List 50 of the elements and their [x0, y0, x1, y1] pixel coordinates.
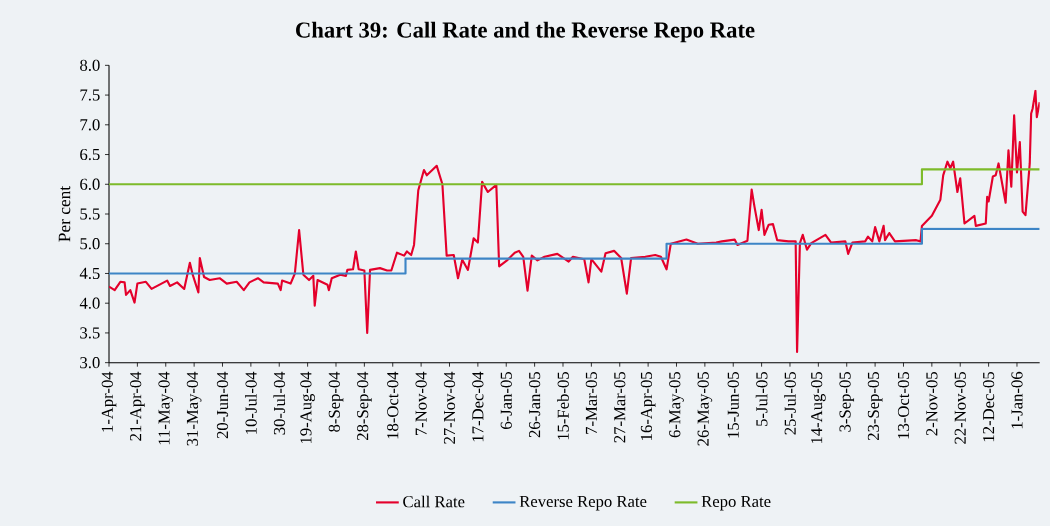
x-tick-label: 6-May-05	[669, 372, 684, 438]
y-tick-label: 6.0	[80, 178, 100, 190]
x-tick-label: 21-Apr-04	[130, 371, 145, 441]
x-tick-label: 16-Apr-05	[640, 372, 656, 440]
x-tick-label: 8-Sep-04	[328, 371, 344, 432]
x-tick-label: 7-Mar-05	[585, 372, 597, 434]
x-tick-label: 13-Oct-05	[897, 372, 910, 439]
x-tick-label: 30-Jul-04	[273, 371, 286, 435]
x-tick-label: 25-Jul-05	[784, 372, 796, 435]
y-tick-label: 5.5	[80, 208, 100, 220]
y-tick-label: 4.0	[79, 297, 100, 309]
y-tick-label: 4.5	[79, 267, 100, 280]
x-tick-label: 17-Dec-04	[472, 371, 484, 442]
legend-label: Reverse Repo Rate	[519, 495, 647, 511]
x-tick-label: 11-May-04	[158, 371, 174, 445]
legend-label: Call Rate	[403, 495, 465, 508]
legend-label: Repo Rate	[701, 495, 771, 511]
x-tick-label: 6-Jan-05	[500, 372, 512, 429]
x-tick-label: 10-Jul-04	[245, 371, 257, 434]
y-tick-label: 6.5	[80, 148, 100, 161]
chart-title: Chart 39: Call Rate and the Reverse Repo Rate	[296, 21, 755, 43]
x-tick-label: 15-Feb-05	[557, 372, 569, 440]
y-tick-label: 3.5	[80, 327, 100, 339]
x-tick-label: 15-Jun-05	[727, 372, 739, 438]
x-tick-label: 3-Sep-05	[839, 372, 855, 432]
x-tick-label: 26-May-05	[697, 372, 713, 446]
x-tick-label: 28-Sep-04	[357, 371, 372, 441]
x-tick-label: 18-Oct-04	[387, 371, 399, 439]
line-series	[109, 89, 1040, 354]
x-tick-label: 1-Apr-04	[101, 371, 117, 432]
x-tick-label: 5-Jul-05	[755, 372, 768, 426]
x-tick-label: 27-Nov-04	[443, 371, 456, 444]
x-tick-label: 31-May-04	[186, 371, 202, 446]
x-tick-label: 1-Jan-06	[1011, 371, 1023, 429]
x-tick-label: 7-Nov-04	[415, 371, 427, 436]
y-tick-label: 7.5	[80, 89, 100, 101]
x-tick-label: 19-Aug-04	[300, 371, 315, 444]
y-tick-label: 3.0	[80, 357, 100, 369]
x-tick-label: 27-Mar-05	[614, 372, 626, 443]
x-tick-label: 26-Jan-05	[528, 372, 541, 438]
y-tick-label: 7.0	[80, 119, 100, 131]
x-tick-label: 22-Nov-05	[954, 372, 966, 444]
x-tick-label: 2-Nov-05	[926, 372, 938, 436]
y-tick-label: 8.0	[80, 59, 100, 71]
y-tick-label: 5.0	[80, 238, 100, 250]
x-tick-label: 14-Aug-05	[811, 372, 826, 444]
y-axis-title: Per cent	[58, 185, 71, 242]
x-tick-label: 20-Jun-04	[216, 371, 229, 439]
x-tick-label: 12-Dec-05	[982, 372, 995, 442]
x-tick-label: 23-Sep-05	[867, 372, 883, 441]
